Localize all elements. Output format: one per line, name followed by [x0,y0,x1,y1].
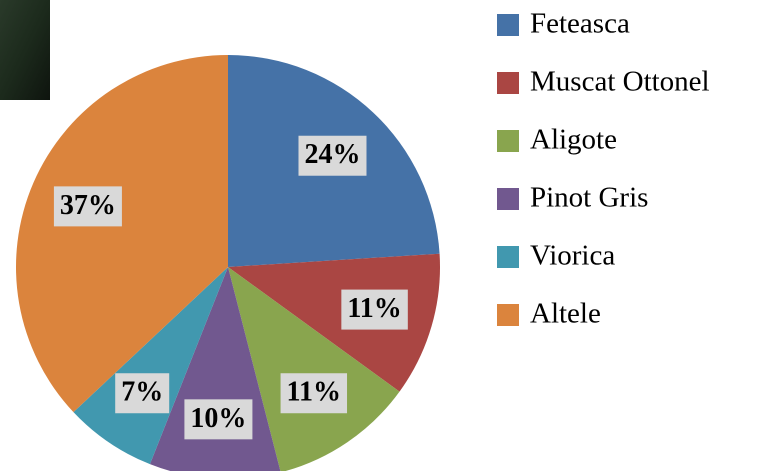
data-label: 10% [184,399,253,440]
legend: Feteasca Muscat Ottonel Aligote Pinot Gris V… [497,8,710,330]
pie-slice [228,253,441,392]
data-labels: 24% 11% 11% 10% 7% 37% [53,135,408,440]
data-label-text: 11% [287,377,341,408]
legend-label: Viorica [530,240,615,272]
data-label-box [184,399,253,440]
pie-slice [15,55,228,413]
pie-slice [228,267,400,471]
pie-slice [73,267,228,465]
data-label: 37% [53,186,122,227]
pie [15,55,441,471]
data-label-text: 10% [190,403,246,434]
data-label-text: 37% [60,190,116,221]
legend-label: Altele [530,298,601,330]
photo-fragment [0,0,50,100]
legend-label: Aligote [530,124,617,156]
data-label: 11% [280,373,348,414]
data-label-text: 7% [121,377,163,408]
data-label-box [298,135,367,176]
data-label-box [280,373,348,414]
legend-label: Muscat Ottonel [530,66,710,98]
legend-label: Pinot Gris [530,182,648,214]
data-label-text: 24% [304,139,360,170]
data-label-box [115,373,170,414]
legend-swatch [497,304,519,326]
data-label: 24% [298,135,367,176]
legend-swatch [497,130,519,152]
legend-swatch [497,72,519,94]
legend-swatch [497,188,519,210]
legend-swatch [497,246,519,268]
legend-label: Feteasca [530,8,630,40]
data-label: 11% [341,289,408,330]
legend-swatch [497,14,519,36]
data-label: 7% [115,373,170,414]
data-label-box [53,186,122,227]
data-label-box [341,289,408,330]
data-label-text: 11% [347,293,401,324]
